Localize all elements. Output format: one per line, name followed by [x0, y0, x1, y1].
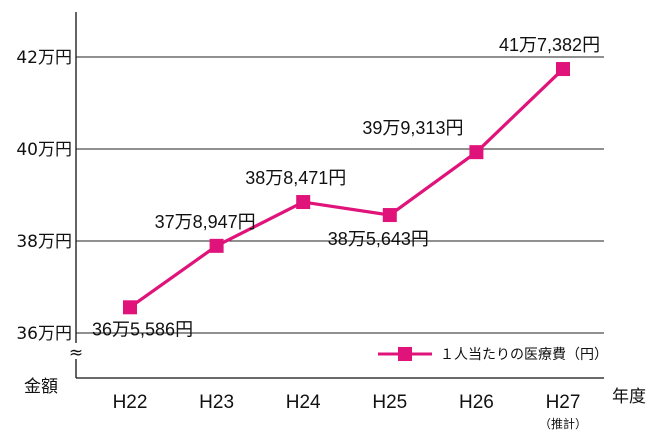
- legend: １人当たりの医療費（円）: [378, 346, 608, 363]
- y-axis-title: 金額: [24, 377, 58, 397]
- y-tick-label: 36万円: [16, 324, 72, 344]
- legend-marker: [398, 347, 412, 361]
- y-tick-label: 38万円: [16, 232, 72, 252]
- legend-label: １人当たりの医療費（円）: [440, 346, 608, 363]
- y-tick-label: 40万円: [16, 140, 72, 160]
- data-point: [382, 208, 397, 223]
- data-point: [209, 238, 224, 253]
- data-label: 38万8,471円: [245, 168, 346, 188]
- data-label: 41万7,382円: [499, 35, 600, 55]
- x-tick-labels: H22 H23 H24 H25 H26 H27 （推計）: [113, 392, 587, 431]
- y-tick-labels: 36万円 38万円 40万円 42万円: [16, 48, 72, 344]
- axis-break-gap: [68, 343, 84, 359]
- x-tick-label: H25: [372, 392, 407, 413]
- x-axis-title: 年度: [612, 387, 646, 407]
- x-tick-label: H27: [546, 392, 581, 413]
- y-tick-label: 42万円: [16, 48, 72, 68]
- axis-break-symbol: ≈: [69, 343, 83, 363]
- data-point: [123, 300, 137, 315]
- x-tick-label: H24: [286, 392, 321, 413]
- data-label: 39万9,313円: [362, 118, 463, 138]
- data-label: 36万5,586円: [92, 319, 193, 339]
- x-tick-label: H23: [199, 392, 234, 413]
- data-point: [296, 195, 311, 210]
- axes: ≈ 金額 年度: [24, 12, 646, 407]
- x-tick-label: H26: [459, 392, 494, 413]
- x-tick-note: （推計）: [539, 416, 587, 431]
- x-tick-label: H22: [113, 392, 148, 413]
- gridlines: [76, 56, 604, 334]
- series-line: [129, 67, 565, 309]
- data-point: [469, 145, 484, 160]
- data-point: [556, 62, 570, 77]
- series-layer: [123, 62, 570, 315]
- data-labels: 36万5,586円 37万8,947円 38万8,471円 38万5,643円 39万9…: [92, 35, 600, 339]
- data-label: 38万5,643円: [328, 229, 429, 249]
- data-label: 37万8,947円: [155, 212, 256, 232]
